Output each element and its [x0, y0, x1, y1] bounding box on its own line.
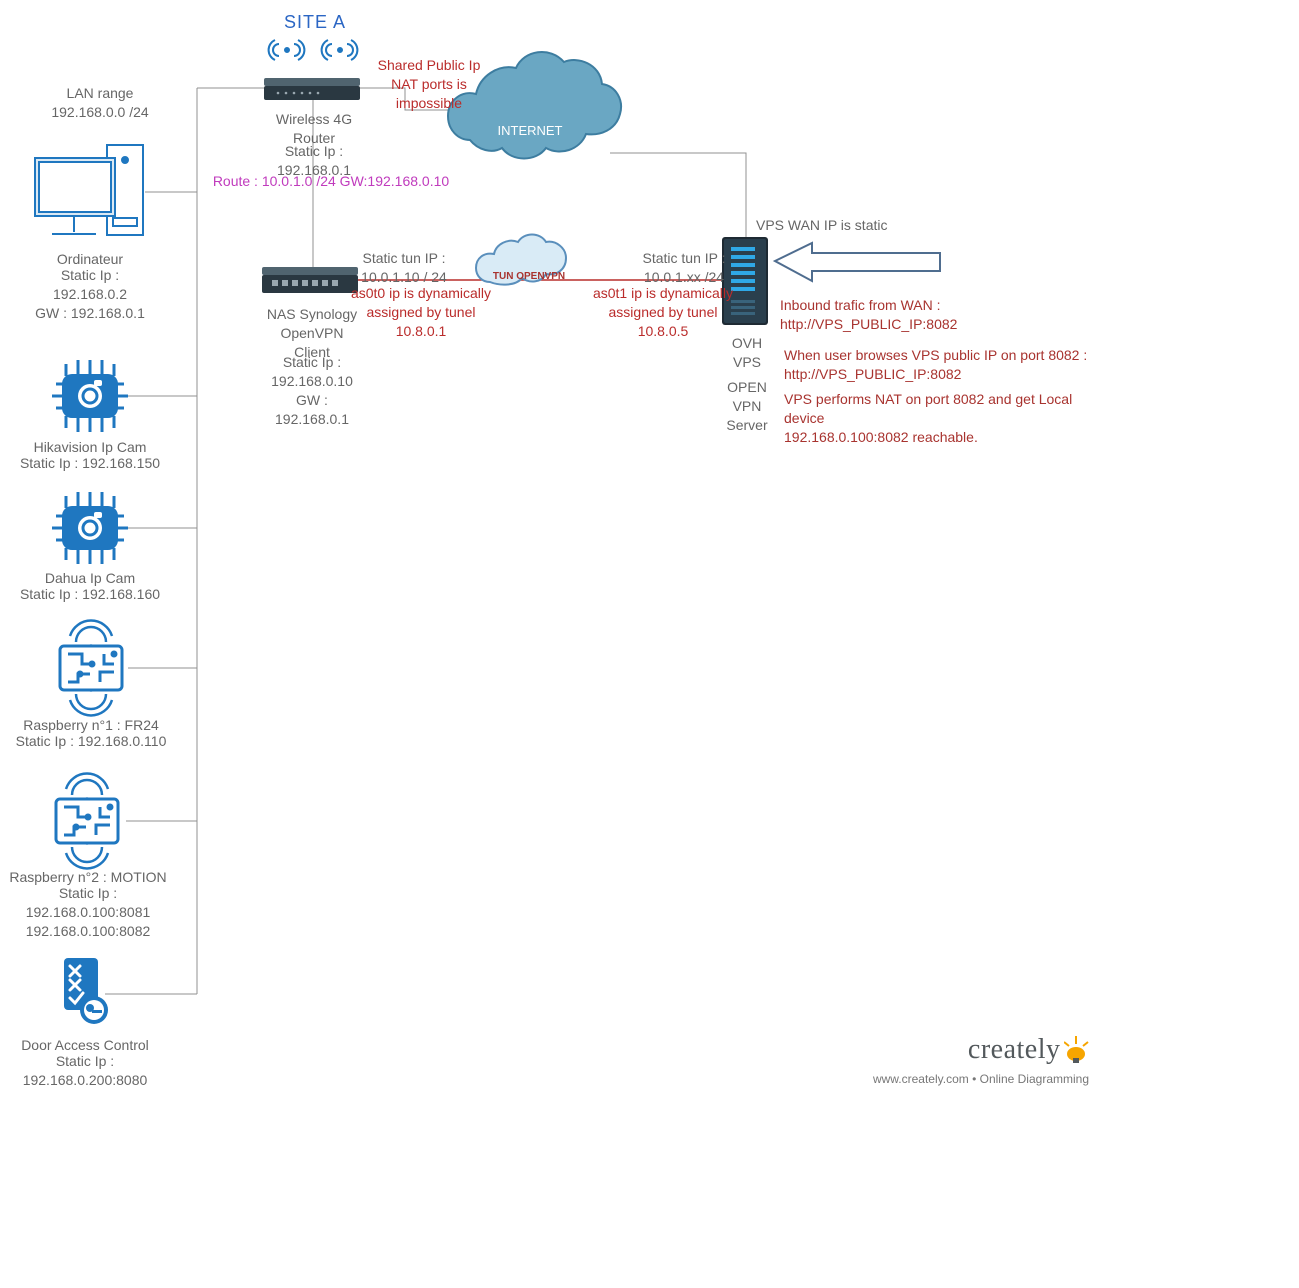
site-title: SITE A: [260, 10, 370, 34]
vps-name2: OPEN VPN Server: [712, 378, 782, 435]
rpi1-icon: [60, 621, 122, 716]
nas-lines: Static Ip : 192.168.0.10 GW : 192.168.0.…: [246, 353, 378, 429]
rpi1-lines: Static Ip : 192.168.0.110: [0, 732, 182, 751]
note2-label: VPS performs NAT on port 8082 and get Lo…: [784, 390, 1104, 447]
tun-cloud-label: TUN OPENVPN: [480, 270, 578, 284]
route-text: Route : 10.0.1.0 /24 GW:192.168.0.10: [208, 172, 454, 191]
dahua-lines: Static Ip : 192.168.160: [0, 585, 180, 604]
internet-cloud-label: INTERNET: [478, 122, 582, 140]
inbound-arrow-icon: [775, 243, 940, 281]
rpi2-icon: [56, 774, 118, 869]
shared-ip-text: Shared Public Ip NAT ports is impossible: [358, 56, 500, 113]
door-access-icon: [64, 958, 108, 1024]
creately-logo: creately: [968, 1030, 1090, 1066]
door-lines: Static Ip : 192.168.0.200:8080: [0, 1052, 170, 1090]
vps-tun-label: Static tun IP : 10.0.1.xx /24: [624, 249, 744, 287]
hik-lines: Static Ip : 192.168.150: [0, 454, 180, 473]
diagram-canvas: [0, 0, 1299, 1288]
note1-label: When user browses VPS public IP on port …: [784, 346, 1104, 384]
hik-chip-icon: [52, 360, 128, 432]
router-4g-icon: [264, 40, 360, 100]
vps-wan-label: VPS WAN IP is static: [756, 216, 916, 235]
inbound-label: Inbound trafic from WAN : http://VPS_PUB…: [780, 296, 980, 334]
lan-range-label: LAN range 192.168.0.0 /24: [30, 84, 170, 122]
computer-lines: Static Ip : 192.168.0.2 GW : 192.168.0.1: [20, 266, 160, 323]
nas-icon: [262, 267, 358, 293]
computer-icon: [35, 145, 143, 235]
vps-name: OVH VPS: [712, 334, 782, 372]
nas-as0-label: as0t0 ip is dynamically assigned by tune…: [348, 284, 494, 341]
dahua-chip-icon: [52, 492, 128, 564]
footer-text: www.creately.com • Online Diagramming: [873, 1072, 1089, 1086]
rpi2-lines: Static Ip : 192.168.0.100:8081 192.168.0…: [0, 884, 176, 941]
nas-tun-label: Static tun IP : 10.0.1.10 / 24: [346, 249, 462, 287]
vps-as0-label: as0t1 ip is dynamically assigned by tune…: [586, 284, 740, 341]
logo-text: creately: [968, 1034, 1061, 1065]
